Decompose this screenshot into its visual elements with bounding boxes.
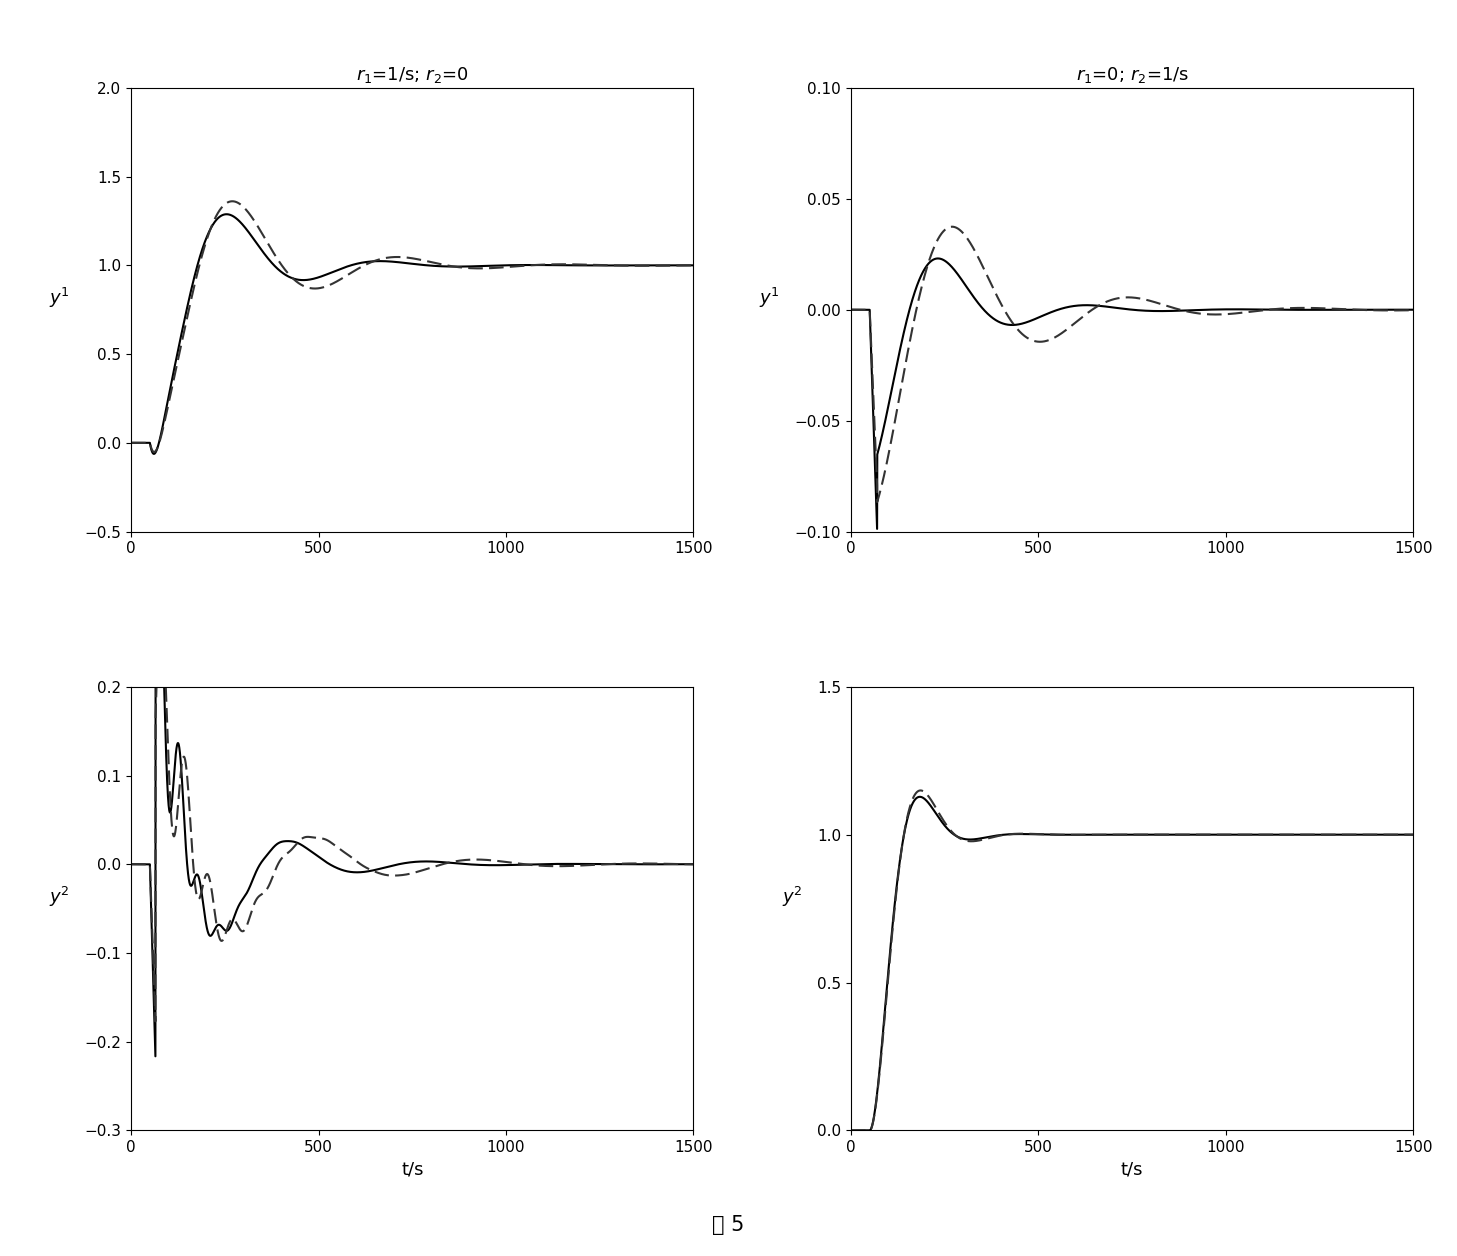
Title: $r_1$=1/s; $r_2$=0: $r_1$=1/s; $r_2$=0 xyxy=(356,64,469,84)
Y-axis label: $y^2$: $y^2$ xyxy=(50,884,70,908)
Title: $r_1$=0; $r_2$=1/s: $r_1$=0; $r_2$=1/s xyxy=(1075,64,1189,84)
X-axis label: t/s: t/s xyxy=(1120,1161,1144,1178)
Y-axis label: $y^1$: $y^1$ xyxy=(50,285,70,310)
Y-axis label: $y^2$: $y^2$ xyxy=(782,884,803,908)
Y-axis label: $y^1$: $y^1$ xyxy=(759,285,779,310)
X-axis label: t/s: t/s xyxy=(401,1161,424,1178)
Text: 图 5: 图 5 xyxy=(712,1215,745,1235)
